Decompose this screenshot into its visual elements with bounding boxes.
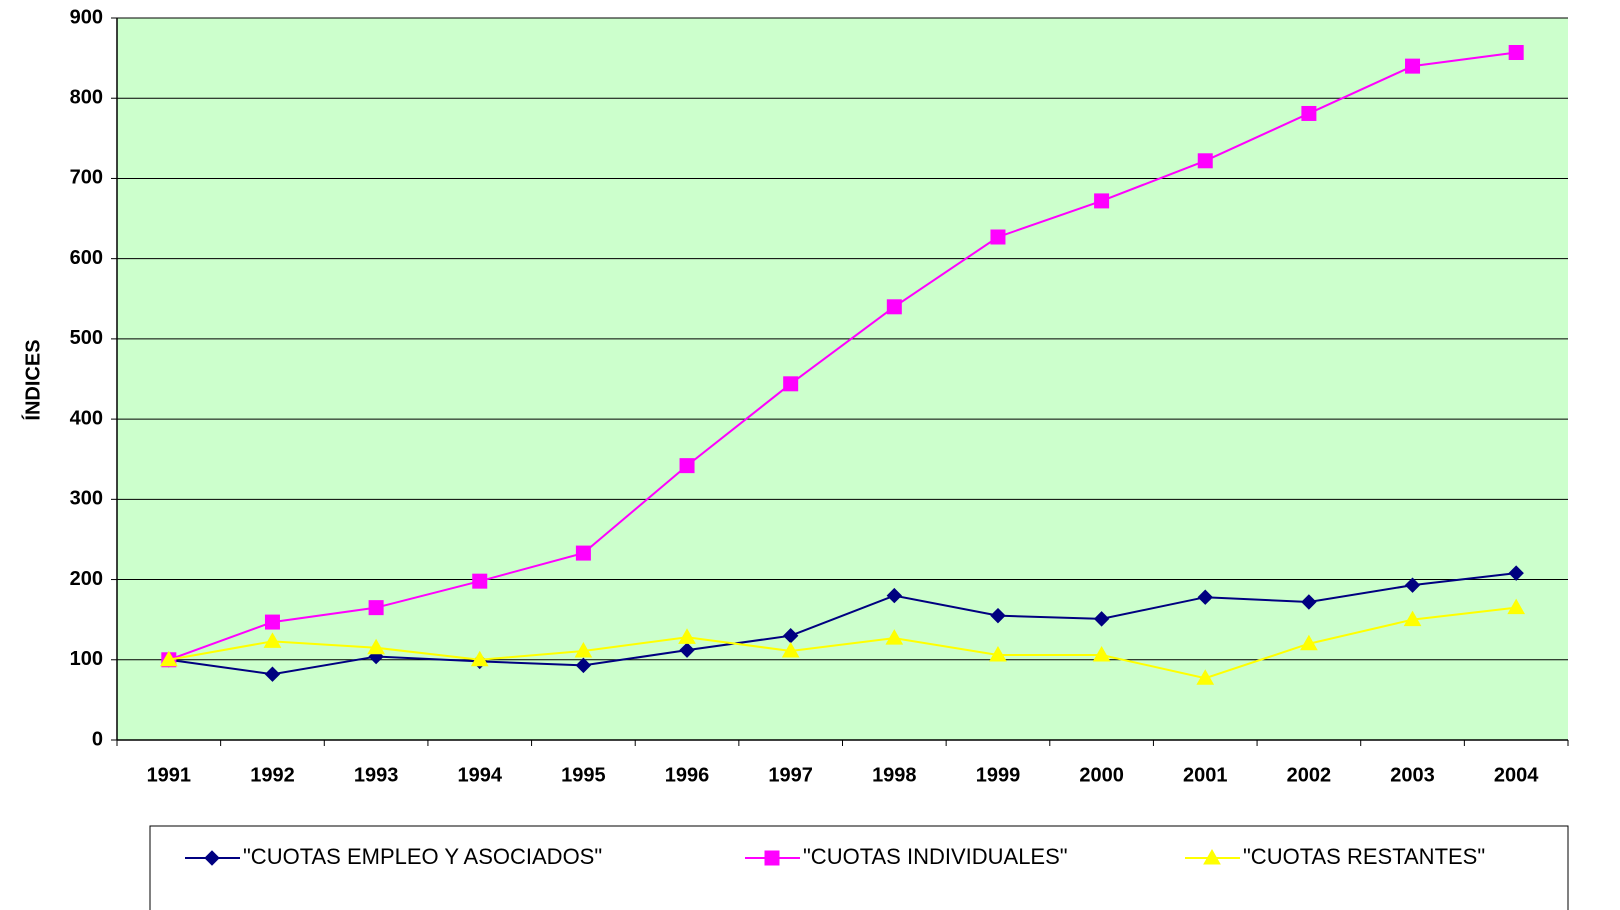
marker — [886, 587, 903, 604]
x-tick-label: 1994 — [458, 764, 503, 786]
y-tick-label: 500 — [70, 327, 103, 349]
y-tick-label: 600 — [70, 247, 103, 269]
x-tick-label: 1998 — [872, 764, 917, 786]
marker — [1508, 44, 1524, 60]
plot-area — [117, 18, 1568, 740]
x-tick-label: 2002 — [1287, 764, 1332, 786]
x-tick-label: 2004 — [1494, 764, 1539, 786]
marker — [781, 641, 800, 658]
marker — [264, 614, 280, 630]
marker — [264, 666, 281, 682]
marker — [1405, 58, 1421, 74]
marker — [1094, 193, 1110, 209]
marker — [679, 458, 695, 474]
marker — [575, 657, 592, 674]
y-axis-label: ÍNDICES — [21, 339, 44, 420]
marker — [678, 628, 696, 644]
legend-label: "CUOTAS RESTANTES" — [1243, 844, 1485, 869]
y-tick-label: 300 — [70, 488, 103, 510]
marker — [885, 629, 904, 645]
marker — [1197, 589, 1213, 605]
y-tick-label: 900 — [70, 6, 103, 28]
y-tick-label: 100 — [70, 648, 103, 670]
marker — [1300, 634, 1318, 651]
marker — [574, 641, 593, 658]
x-tick-label: 2003 — [1390, 764, 1435, 786]
x-tick-label: 1999 — [976, 764, 1021, 786]
marker — [263, 632, 282, 648]
x-tick-label: 1995 — [561, 764, 606, 786]
legend-label: "CUOTAS EMPLEO Y ASOCIADOS" — [243, 844, 602, 869]
marker — [990, 607, 1006, 624]
x-tick-label: 1992 — [250, 764, 295, 786]
marker — [472, 573, 488, 589]
marker — [1404, 577, 1421, 593]
marker — [989, 645, 1007, 662]
x-tick-label: 2001 — [1183, 764, 1228, 786]
marker — [204, 850, 220, 866]
marker — [1301, 105, 1317, 121]
x-tick-label: 1996 — [665, 764, 710, 786]
legend-label: "CUOTAS INDIVIDUALES" — [803, 844, 1068, 869]
series-line — [168, 606, 1517, 680]
marker — [1093, 611, 1110, 627]
marker — [783, 376, 799, 392]
series-line — [168, 51, 1517, 661]
marker — [1403, 610, 1422, 627]
marker — [1301, 594, 1317, 610]
y-tick-label: 400 — [70, 407, 103, 429]
marker — [764, 850, 780, 866]
marker — [1092, 645, 1111, 662]
marker — [159, 650, 178, 667]
marker — [1507, 598, 1526, 615]
marker — [575, 545, 591, 561]
x-tick-label: 1997 — [768, 764, 813, 786]
y-tick-label: 800 — [70, 87, 103, 109]
marker — [1196, 669, 1215, 685]
marker — [367, 638, 385, 655]
series-line — [168, 572, 1517, 676]
marker — [990, 229, 1006, 245]
marker — [1203, 848, 1221, 865]
marker — [368, 600, 384, 616]
y-tick-label: 200 — [70, 568, 103, 590]
marker — [1197, 153, 1213, 169]
x-tick-label: 1991 — [147, 764, 192, 786]
marker — [679, 642, 695, 658]
x-tick-label: 2000 — [1079, 764, 1124, 786]
y-tick-label: 0 — [92, 728, 103, 750]
marker — [470, 650, 489, 667]
x-tick-label: 1993 — [354, 764, 399, 786]
legend-box — [149, 825, 1569, 910]
marker — [1508, 565, 1524, 581]
y-tick-label: 700 — [70, 167, 103, 189]
marker — [886, 299, 902, 315]
